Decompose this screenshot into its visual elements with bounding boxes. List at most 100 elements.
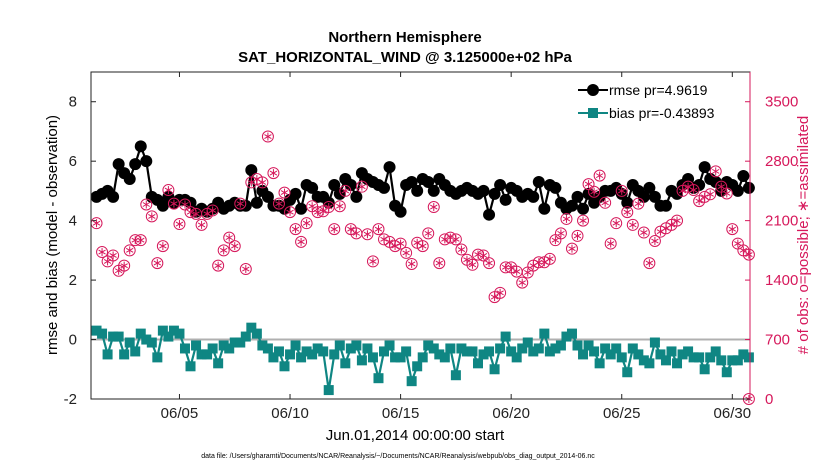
bias-point (677, 349, 688, 360)
obs-assimilated-point (452, 235, 460, 244)
rmse-point (134, 140, 147, 153)
obs-assimilated-point (618, 186, 626, 195)
asterisk-stroke (291, 226, 300, 232)
bias-point (196, 349, 207, 360)
rmse-point (383, 161, 396, 174)
asterisk-stroke (396, 241, 405, 247)
asterisk-stroke (424, 230, 432, 236)
bias-point (356, 355, 367, 366)
y-left-tick-label: 6 (69, 153, 77, 170)
rmse-point (571, 190, 584, 203)
asterisk-stroke (584, 181, 593, 187)
bias-point (727, 355, 738, 366)
asterisk-stroke (618, 188, 626, 194)
asterisk-stroke (92, 220, 101, 226)
obs-possible-point (405, 257, 418, 270)
obs-assimilated-point (623, 208, 631, 217)
obs-assimilated-point (109, 251, 117, 260)
legend-rmse-marker (587, 84, 599, 96)
legend-box (575, 79, 743, 127)
bias-point (439, 352, 450, 363)
obs-assimilated-point (92, 219, 101, 228)
bias-point (522, 337, 533, 348)
rmse-point (333, 187, 346, 200)
asterisk-stroke (120, 263, 128, 269)
obs-possible-point (239, 263, 252, 276)
bias-point (489, 364, 500, 375)
bias-point (600, 343, 611, 354)
x-tick-label: 06/30 (714, 405, 752, 422)
rmse-point (250, 196, 263, 209)
obs-assimilated-point (231, 242, 239, 251)
bias-point (179, 343, 190, 354)
asterisk-stroke (402, 250, 410, 256)
bias-point (157, 325, 168, 336)
asterisk-stroke (231, 243, 239, 249)
obs-assimilated-point (369, 257, 377, 266)
obs-assimilated-point (192, 209, 200, 218)
asterisk-stroke (109, 253, 117, 258)
obs-assimilated-point (125, 246, 134, 255)
asterisk-stroke (192, 211, 200, 217)
bias-point (555, 340, 566, 351)
obs-possible-point (571, 229, 584, 242)
obs-possible-point (565, 242, 578, 255)
asterisk-stroke (728, 226, 737, 232)
y-left-tick-label: -2 (64, 391, 77, 408)
x-tick-label: 06/10 (271, 405, 309, 422)
y-axis-label-right: # of obs: o=possible; ∗=assimilated (795, 116, 812, 355)
obs-assimilated-point (242, 265, 250, 274)
obs-assimilated-point (280, 188, 289, 197)
asterisk-stroke (275, 201, 283, 207)
bias-point (622, 367, 633, 378)
bias-point (273, 346, 284, 357)
rmse-point (394, 205, 407, 218)
bias-point (705, 352, 716, 363)
obs-possible-point (162, 184, 175, 197)
obs-possible-point (615, 184, 628, 197)
obs-possible-point (217, 244, 230, 257)
bias-point (472, 358, 483, 369)
rmse-point (289, 187, 302, 200)
bias-point (710, 346, 721, 357)
asterisk-stroke (380, 236, 388, 242)
asterisk-stroke (214, 263, 222, 269)
obs-assimilated-point (584, 180, 593, 189)
asterisk-stroke (164, 187, 173, 193)
asterisk-stroke (689, 187, 698, 193)
asterisk-stroke (347, 226, 355, 232)
bias-point (345, 343, 356, 354)
rmse-point (488, 187, 501, 200)
obs-possible-point (621, 206, 634, 219)
bias-point (135, 328, 146, 339)
asterisk-stroke (640, 230, 648, 235)
y-left-tick-label: 0 (69, 332, 77, 349)
asterisk-stroke (496, 290, 504, 296)
obs-assimilated-point (457, 245, 466, 254)
obs-assimilated-point (651, 237, 659, 246)
obs-assimilated-point (717, 182, 725, 191)
asterisk-stroke (568, 246, 576, 252)
rmse-point (737, 170, 750, 183)
asterisk-stroke (695, 198, 703, 204)
obs-assimilated-point (430, 203, 438, 212)
asterisk-stroke (175, 221, 184, 227)
bias-point (500, 331, 511, 342)
asterisk-stroke (286, 209, 294, 215)
bias-point (351, 340, 362, 351)
obs-possible-point (643, 257, 656, 270)
obs-assimilated-point (612, 219, 620, 228)
bias-point (240, 331, 251, 342)
asterisk-stroke (595, 173, 604, 179)
obs-possible-point (632, 197, 645, 210)
bias-point (649, 337, 660, 348)
asterisk-stroke (524, 270, 532, 275)
rmse-point (328, 178, 341, 191)
obs-possible-point (151, 257, 164, 270)
obs-assimilated-point (297, 237, 305, 246)
obs-possible-point (394, 237, 407, 250)
bias-point (450, 370, 461, 381)
obs-assimilated-point (358, 182, 366, 191)
asterisk-stroke (623, 209, 631, 215)
asterisk-stroke (358, 184, 366, 190)
